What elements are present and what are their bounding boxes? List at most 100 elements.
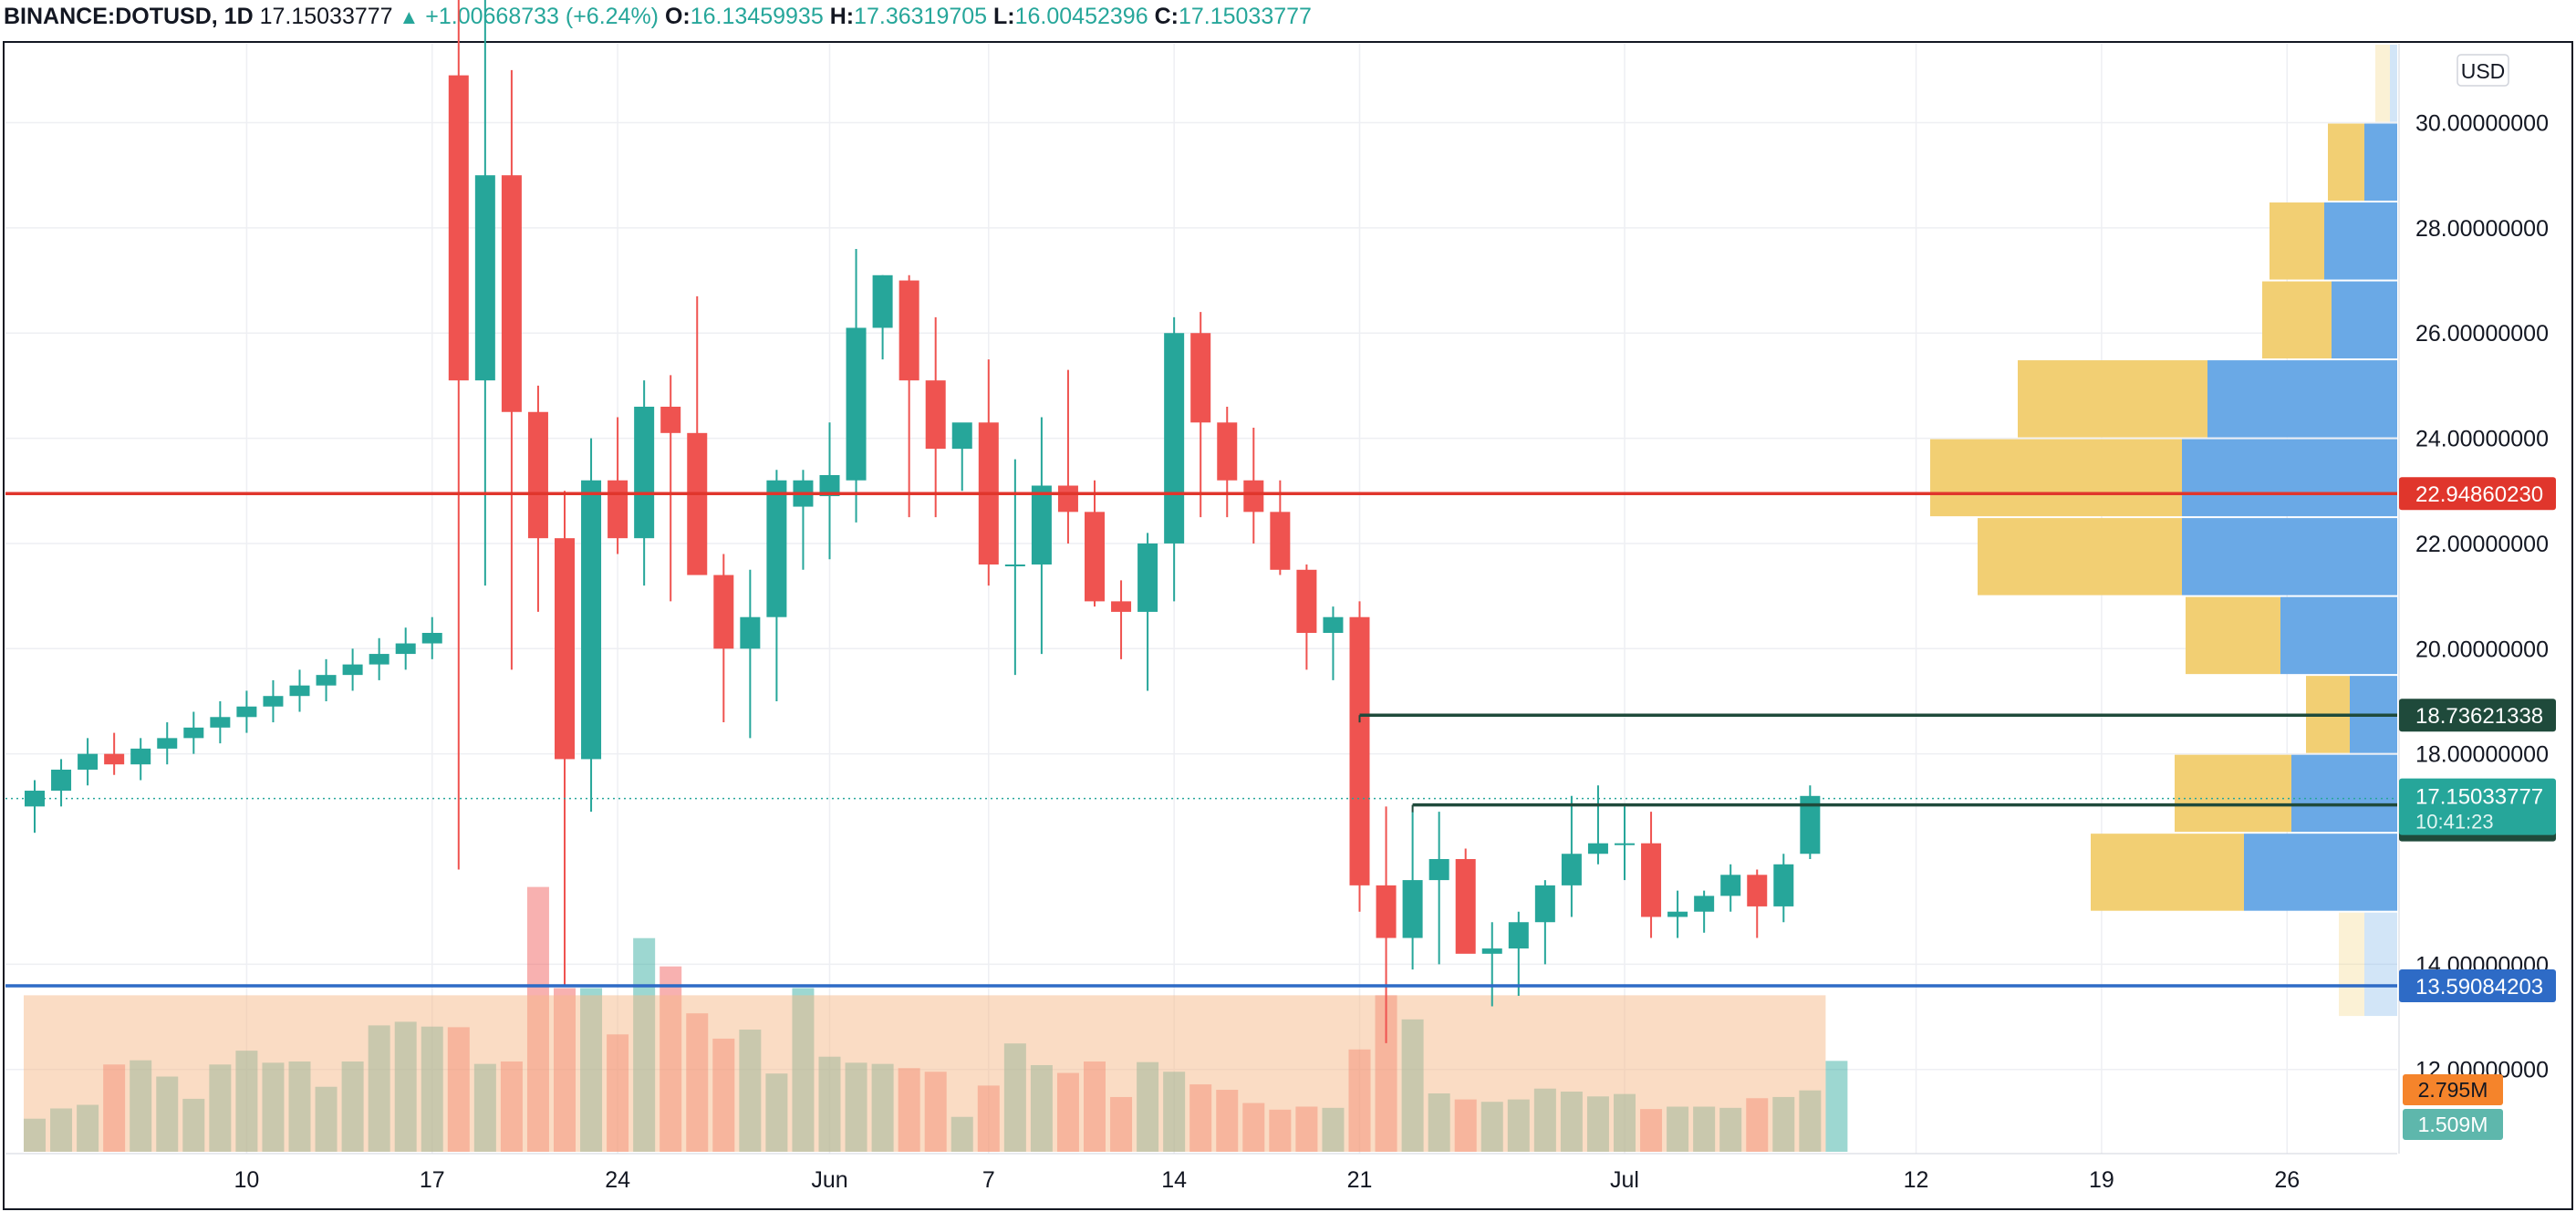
- candle-body[interactable]: [1137, 543, 1158, 612]
- horizontal-lines[interactable]: [5, 492, 2397, 988]
- candle-body[interactable]: [1296, 569, 1317, 633]
- candle-body[interactable]: [1747, 875, 1768, 906]
- candle-body[interactable]: [210, 717, 231, 728]
- volume-profile: [1930, 45, 2397, 1017]
- candle-body[interactable]: [130, 748, 151, 765]
- x-tick-label: 24: [605, 1167, 630, 1193]
- candle-body[interactable]: [1508, 922, 1529, 949]
- candle-body[interactable]: [687, 432, 708, 575]
- candle-body[interactable]: [766, 480, 787, 617]
- y-tick-label: 20.00000000: [2415, 637, 2549, 662]
- profile-bar-down: [2364, 123, 2397, 202]
- badge-volume-avg-text: 2.795M: [2418, 1078, 2488, 1102]
- badge-countdown-text: 10:41:23: [2415, 811, 2494, 834]
- candles[interactable]: [25, 0, 1821, 1043]
- close-value: 17.15033777: [1178, 4, 1312, 29]
- candle-body[interactable]: [1694, 896, 1715, 912]
- profile-bar-down: [2291, 754, 2397, 833]
- candle-body[interactable]: [1243, 480, 1264, 513]
- candle-body[interactable]: [236, 706, 257, 718]
- candle-body[interactable]: [51, 769, 72, 792]
- candle-body[interactable]: [183, 727, 204, 739]
- candle-body[interactable]: [713, 575, 734, 649]
- badge-support-text: 13.59084203: [2415, 975, 2543, 999]
- candle-body[interactable]: [1720, 875, 1741, 896]
- candle-body[interactable]: [1085, 512, 1105, 602]
- candle-body[interactable]: [78, 753, 99, 770]
- candle-body[interactable]: [369, 654, 390, 665]
- candle-body[interactable]: [501, 175, 522, 412]
- candle-body[interactable]: [527, 411, 548, 539]
- candle-body[interactable]: [1031, 485, 1052, 565]
- candle-body[interactable]: [740, 616, 761, 649]
- candle-body[interactable]: [1455, 859, 1476, 954]
- currency-badge[interactable]: USD: [2457, 54, 2509, 87]
- profile-bar-down: [2280, 596, 2397, 675]
- profile-bar-up: [1978, 518, 2182, 595]
- candle-body[interactable]: [1111, 601, 1132, 612]
- x-tick-label: 12: [1904, 1167, 1929, 1193]
- profile-bar-up: [2175, 754, 2291, 833]
- time-axis[interactable]: 10 17 24 Jun 7 14 21 Jul 12 19 26: [5, 1153, 2397, 1193]
- candle-body[interactable]: [1004, 564, 1025, 567]
- candle-body[interactable]: [846, 327, 867, 481]
- candle-body[interactable]: [1773, 864, 1794, 906]
- profile-bar-up: [2339, 912, 2364, 1017]
- candle-body[interactable]: [263, 696, 284, 707]
- x-tick-label: 17: [420, 1167, 445, 1193]
- candle-body[interactable]: [421, 633, 442, 644]
- candle-body[interactable]: [1270, 512, 1291, 570]
- candle-body[interactable]: [157, 738, 178, 749]
- badge-level-upper-text: 18.73621338: [2415, 704, 2543, 729]
- low-label: L:: [993, 4, 1015, 29]
- candle-body[interactable]: [1561, 854, 1582, 885]
- candle-body[interactable]: [1587, 843, 1608, 854]
- candle-body[interactable]: [634, 406, 655, 539]
- profile-bar-down: [2364, 912, 2397, 1017]
- candle-body[interactable]: [474, 175, 495, 381]
- candle-body[interactable]: [1349, 616, 1370, 885]
- y-tick-label: 28.00000000: [2415, 216, 2549, 242]
- profile-bar-up: [2328, 123, 2364, 202]
- badge-resistance: 22.94860230: [2399, 477, 2556, 511]
- x-tick-label: 21: [1347, 1167, 1373, 1193]
- candle-body[interactable]: [898, 280, 919, 381]
- candle-body[interactable]: [581, 480, 602, 760]
- candle-body[interactable]: [1376, 885, 1397, 938]
- badge-last-price-bg: [2399, 778, 2556, 835]
- candle-body[interactable]: [289, 685, 310, 697]
- currency-badge-box[interactable]: [2457, 54, 2509, 87]
- candle-body[interactable]: [872, 274, 893, 328]
- change-text: +1.00668733 (+6.24%): [425, 4, 660, 29]
- candle-body[interactable]: [448, 75, 469, 381]
- candle-body[interactable]: [951, 422, 972, 450]
- candle-body[interactable]: [1164, 333, 1185, 544]
- candle-body[interactable]: [395, 643, 416, 655]
- candle-body[interactable]: [1481, 948, 1502, 954]
- symbol-name[interactable]: BINANCE:DOTUSD, 1D: [4, 4, 254, 29]
- candle-body[interactable]: [316, 675, 337, 686]
- candle-body[interactable]: [608, 480, 628, 539]
- candle-body[interactable]: [555, 538, 575, 760]
- candle-body[interactable]: [1615, 843, 1635, 845]
- candle-body[interactable]: [342, 664, 363, 676]
- candle-body[interactable]: [925, 380, 946, 450]
- badge-level-upper-bg: [2399, 699, 2556, 732]
- low-value: 16.00452396: [1014, 4, 1148, 29]
- candle-body[interactable]: [1800, 795, 1821, 854]
- candle-body[interactable]: [1667, 911, 1688, 917]
- badge-last-price-text: 17.15033777: [2415, 785, 2543, 810]
- candle-body[interactable]: [1057, 485, 1078, 513]
- candle-body[interactable]: [1323, 616, 1344, 633]
- candle-body[interactable]: [1190, 333, 1211, 423]
- profile-bar-up: [2018, 360, 2207, 438]
- candle-body[interactable]: [1402, 880, 1423, 938]
- candle-body[interactable]: [819, 474, 840, 497]
- candle-body[interactable]: [1641, 843, 1662, 917]
- candle-body[interactable]: [104, 753, 125, 765]
- candle-body[interactable]: [1428, 859, 1449, 881]
- candle-body[interactable]: [1534, 885, 1555, 923]
- candle-body[interactable]: [660, 406, 681, 433]
- candle-body[interactable]: [1217, 422, 1238, 481]
